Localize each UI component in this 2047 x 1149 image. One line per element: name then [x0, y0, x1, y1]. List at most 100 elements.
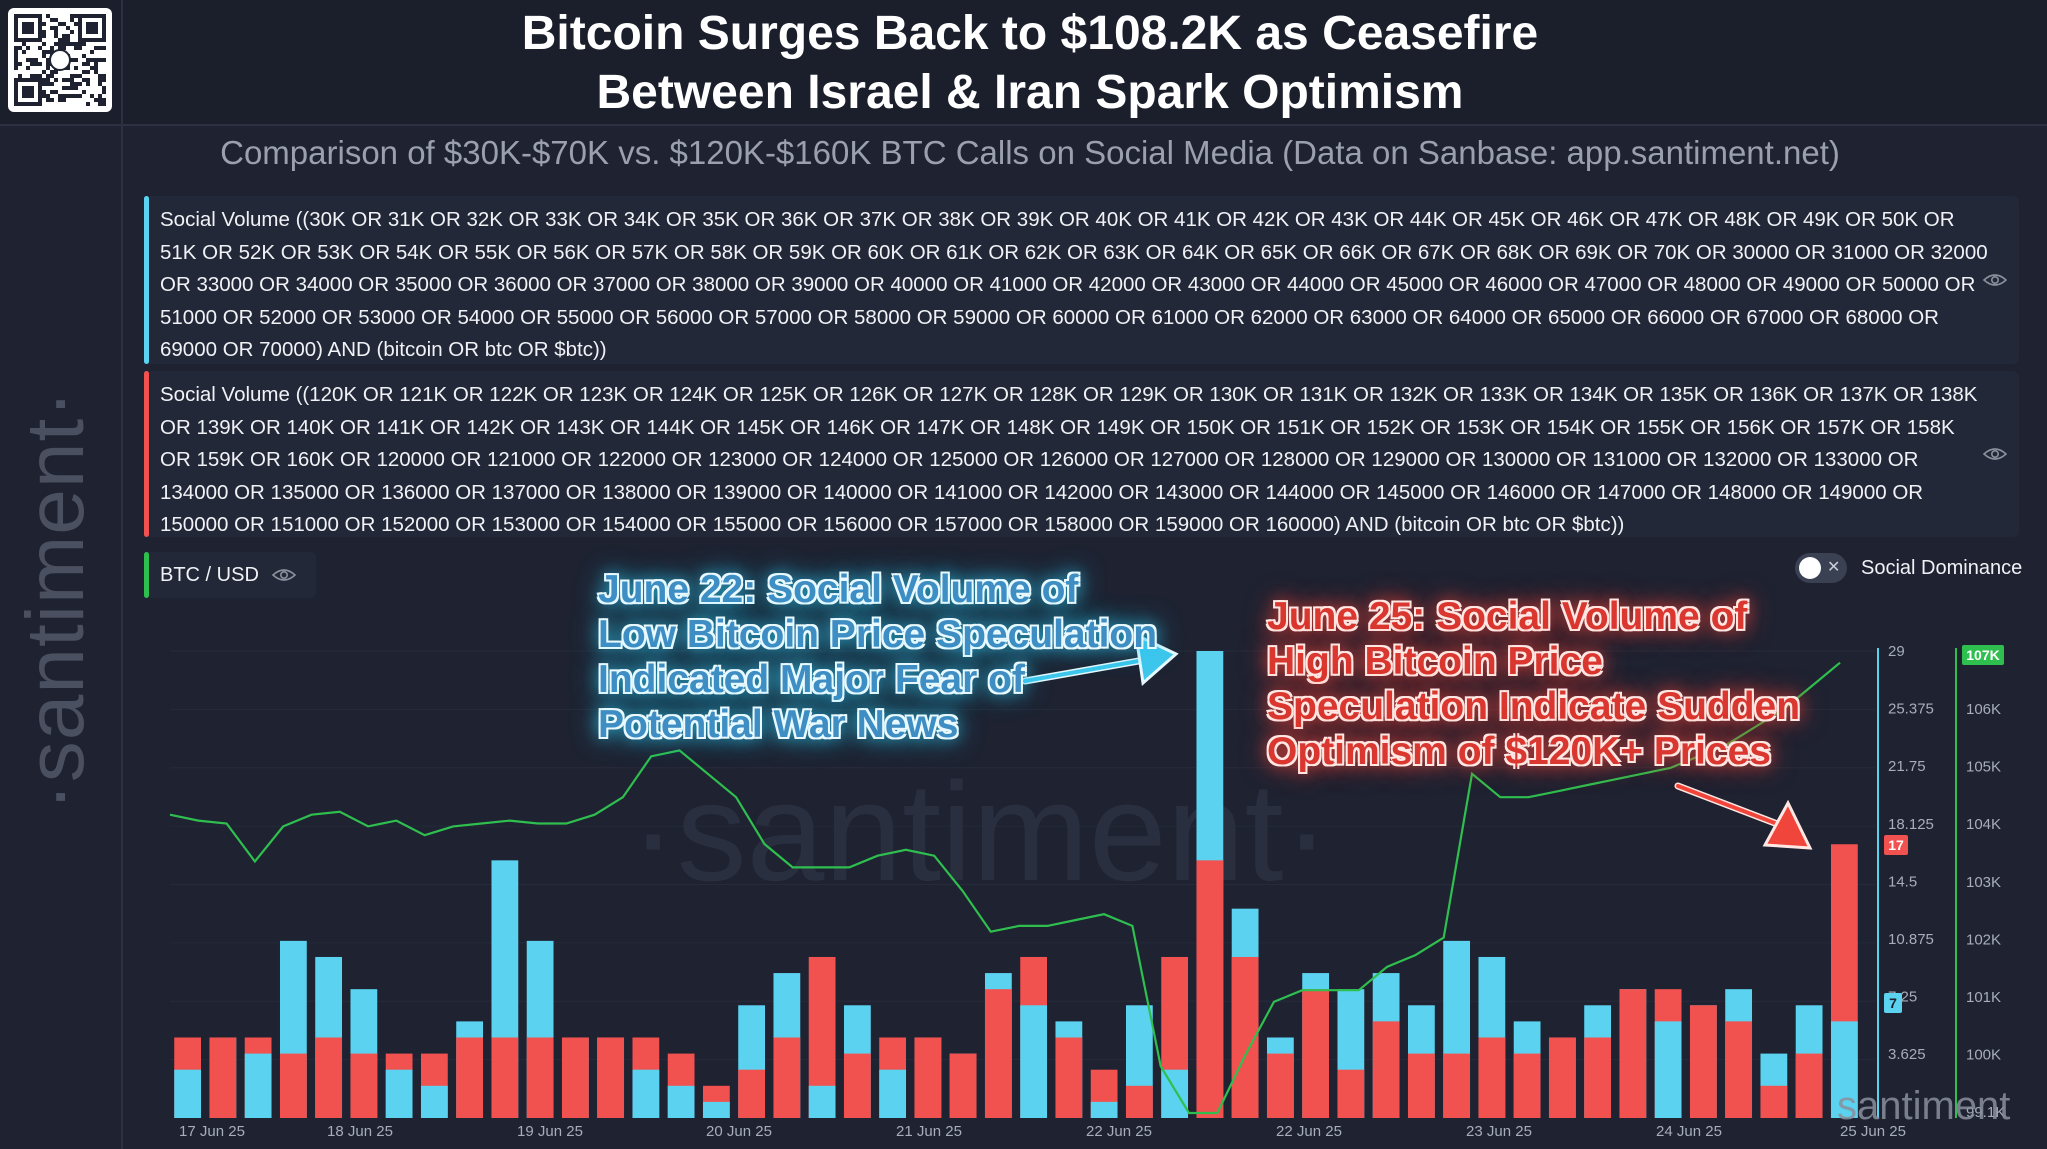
sidebar-divider — [121, 0, 123, 1149]
volume-bar-front — [1513, 1053, 1541, 1118]
volume-bar-front — [1689, 1005, 1717, 1118]
volume-bar-front — [1760, 1085, 1788, 1118]
volume-bar-front — [420, 1085, 448, 1118]
price-tick-label: 99.1K — [1966, 1104, 2005, 1121]
volume-bar-front — [350, 1053, 378, 1118]
volume-bar-front — [1125, 1085, 1153, 1118]
annotation-low-price: June 22: Social Volume of Low Bitcoin Pr… — [598, 567, 1157, 747]
eye-icon[interactable] — [271, 565, 297, 590]
query-text: Social Volume ((30K OR 31K OR 32K OR 33K… — [160, 208, 1988, 362]
corner-watermark: santiment — [1837, 1084, 2011, 1128]
title-line-2: Between Israel & Iran Spark Optimism — [596, 66, 1464, 119]
annotation-arrow-high — [1674, 782, 1813, 850]
x-tick-label: 23 Jun 25 — [1466, 1123, 1532, 1140]
volume-bar-front — [315, 1037, 343, 1118]
series-color-bar — [144, 371, 149, 537]
eye-icon[interactable] — [1982, 444, 2008, 469]
toggle-knob — [1799, 557, 1821, 579]
page-title: Bitcoin Surges Back to $108.2K as Ceasef… — [130, 4, 1930, 122]
volume-bar-front — [879, 1069, 907, 1118]
social-dominance-label: Social Dominance — [1861, 557, 2023, 579]
bars-group — [174, 651, 1858, 1118]
query-high-price[interactable]: Social Volume ((120K OR 121K OR 122K OR … — [144, 371, 2019, 537]
qr-code[interactable] — [8, 8, 112, 112]
volume-bar-front — [1619, 989, 1647, 1118]
x-tick-label: 18 Jun 25 — [327, 1123, 393, 1140]
arrow-head — [1762, 799, 1813, 850]
price-tick-label: 106K — [1966, 701, 2001, 718]
price-tick-label: 100K — [1966, 1047, 2001, 1064]
volume-bar-front — [984, 989, 1012, 1118]
price-tick-label: 101K — [1966, 989, 2001, 1006]
volume-bar-front — [279, 1053, 307, 1118]
social-dominance-toggle[interactable]: ✕ — [1795, 553, 1847, 583]
annotation-line: June 22: Social Volume of — [598, 568, 1079, 611]
x-tick-label: 21 Jun 25 — [896, 1123, 962, 1140]
volume-bar-front — [632, 1069, 660, 1118]
chart-watermark: ·santiment· — [630, 753, 1330, 910]
price-tick-label: 102K — [1966, 931, 2001, 948]
volume-bar-front — [597, 1037, 625, 1118]
volume-tick-label: 18.125 — [1888, 816, 1934, 833]
eye-icon[interactable] — [1982, 270, 2008, 295]
price-line — [169, 661, 1841, 1115]
x-tick-label: 25 Jun 25 — [1840, 1123, 1906, 1140]
volume-bar-front — [1372, 1021, 1400, 1118]
volume-bar-front — [1478, 1037, 1506, 1118]
annotation-line: Indicated Major Fear of — [598, 658, 1025, 701]
arrow-shaft — [1676, 784, 1782, 827]
annotation-line: Potential War News — [598, 703, 959, 746]
x-tick-label: 24 Jun 25 — [1656, 1123, 1722, 1140]
volume-bar-front — [1654, 1021, 1682, 1118]
volume-bar-front — [914, 1037, 942, 1118]
price-tick-label: 103K — [1966, 874, 2001, 891]
volume-bar-front — [1055, 1037, 1083, 1118]
x-tick-label: 22 Jun 25 — [1086, 1123, 1152, 1140]
volume-bar-front — [808, 1085, 836, 1118]
annotation-line: High Bitcoin Price — [1267, 640, 1603, 683]
volume-bar-front — [1584, 1037, 1612, 1118]
volume-tick-label: 14.5 — [1888, 873, 1917, 890]
x-tick-label: 17 Jun 25 — [179, 1123, 245, 1140]
volume-bar-front — [174, 1069, 202, 1118]
x-tick-label: 19 Jun 25 — [517, 1123, 583, 1140]
volume-bar-front — [1407, 1053, 1435, 1118]
query-text: Social Volume ((120K OR 121K OR 122K OR … — [160, 383, 1978, 537]
volume-bar-front — [209, 1037, 237, 1118]
volume-bar-front — [702, 1101, 730, 1118]
annotation-high-price: June 25: Social Volume of High Bitcoin P… — [1267, 594, 1800, 774]
volume-bar-front — [738, 1069, 766, 1118]
volume-bar-front — [1725, 1021, 1753, 1118]
title-line-1: Bitcoin Surges Back to $108.2K as Ceasef… — [521, 7, 1539, 60]
volume-bar-front — [1266, 1053, 1294, 1118]
close-icon: ✕ — [1827, 559, 1841, 576]
query-low-price[interactable]: Social Volume ((30K OR 31K OR 32K OR 33K… — [144, 196, 2019, 364]
volume-bar-front — [1443, 1053, 1471, 1118]
legend-btc-usd[interactable]: BTC / USD — [144, 552, 316, 598]
header: Bitcoin Surges Back to $108.2K as Ceasef… — [0, 0, 2047, 126]
chart-subtitle: Comparison of $30K-$70K vs. $120K-$160K … — [220, 134, 1840, 171]
volume-bar-front — [1196, 860, 1224, 1118]
annotation-line: Optimism of $120K+ Prices — [1267, 730, 1771, 773]
volume-bar-front — [773, 1037, 801, 1118]
qr-pattern — [14, 14, 106, 106]
volume-bar-front — [667, 1085, 695, 1118]
volume-bar-front — [1548, 1037, 1576, 1118]
high-current-badge — [1884, 835, 1908, 855]
legend-label: BTC / USD — [160, 564, 259, 586]
price-current-badge — [1962, 645, 2004, 665]
volume-bar-front — [1795, 1053, 1823, 1118]
volume-tick-label: 3.625 — [1888, 1046, 1926, 1063]
low-current-badge — [1884, 993, 1902, 1013]
volume-bar-front — [385, 1069, 413, 1118]
x-tick-label: 20 Jun 25 — [706, 1123, 772, 1140]
volume-tick-label: 25.375 — [1888, 701, 1934, 718]
volume-bar-front — [1830, 1021, 1858, 1118]
price-current-label: 107K — [1966, 647, 1999, 663]
volume-tick-label: 29 — [1888, 643, 1905, 660]
price-tick-label: 104K — [1966, 816, 2001, 833]
volume-tick-label: 10.875 — [1888, 931, 1934, 948]
volume-bar-front — [1090, 1101, 1118, 1118]
volume-bar-front — [1020, 1005, 1048, 1118]
